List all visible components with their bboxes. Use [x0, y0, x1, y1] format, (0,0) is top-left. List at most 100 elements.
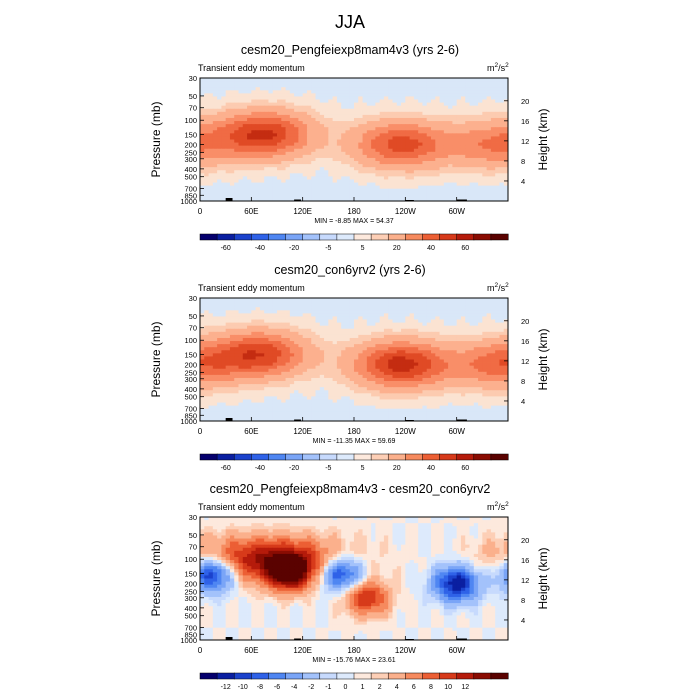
heatmap-cell [311, 191, 316, 196]
heatmap-cell [456, 117, 462, 122]
heatmap-cell [482, 124, 488, 128]
heatmap-cell [478, 93, 483, 97]
heatmap-cell [435, 130, 440, 134]
heatmap-cell [478, 381, 483, 385]
heatmap-cell [345, 301, 351, 305]
heatmap-cell [285, 194, 291, 199]
heatmap-cell [503, 161, 509, 165]
heatmap-cell [306, 350, 312, 354]
heatmap-cell [478, 87, 483, 91]
heatmap-cell [375, 325, 381, 330]
heatmap-cell [277, 176, 282, 180]
panel-1: cesm20_Pengfeiexp8mam4v3 (yrs 2-6)Transi… [149, 43, 550, 252]
heatmap-cell [328, 102, 334, 107]
heatmap-cell [251, 157, 257, 162]
heatmap-cell [229, 356, 235, 360]
heatmap-cell [354, 142, 359, 147]
heatmap-cell [302, 359, 308, 363]
heatmap-cell [328, 362, 334, 367]
heatmap-cell [435, 176, 440, 180]
heatmap-cell [315, 136, 321, 140]
heatmap-cell [478, 368, 483, 373]
heatmap-cell [448, 347, 453, 351]
heatmap-cell [324, 87, 329, 91]
heatmap-cell [285, 136, 291, 140]
heatmap-cell [418, 142, 423, 147]
heatmap-cell [311, 117, 316, 122]
heatmap-cell [405, 307, 411, 311]
heatmap-cell [486, 374, 492, 379]
heatmap-cell [371, 298, 376, 302]
heatmap-cell [221, 151, 227, 156]
heatmap-cell [238, 108, 244, 113]
heatmap-cell [204, 185, 209, 190]
heatmap-cell [473, 81, 479, 85]
heatmap-cell [366, 188, 372, 193]
heatmap-cell [452, 179, 458, 183]
heatmap-cell [443, 99, 449, 103]
heatmap-cell [401, 121, 406, 125]
heatmap-cell [435, 344, 440, 348]
heatmap-cell [242, 93, 248, 97]
heatmap-cell [259, 377, 265, 382]
heatmap-cell [465, 157, 470, 162]
heatmap-cell [294, 322, 299, 327]
heatmap-cell [362, 87, 368, 91]
heatmap-cell [354, 301, 359, 305]
heatmap-cell [401, 362, 406, 367]
heatmap-cell [388, 124, 393, 128]
heatmap-cell [332, 365, 338, 370]
heatmap-cell [469, 136, 475, 140]
heatmap-cell [294, 157, 299, 162]
heatmap-cell [405, 173, 411, 177]
heatmap-cell [212, 139, 218, 143]
heatmap-cell [418, 96, 423, 100]
heatmap-cell [319, 111, 325, 116]
heatmap-cell [234, 151, 239, 156]
heatmap-cell [456, 84, 462, 88]
heatmap-cell [439, 319, 445, 323]
heatmap-cell [456, 301, 462, 305]
heatmap-cell [379, 127, 385, 131]
heatmap-cell [319, 78, 325, 82]
heatmap-cell [383, 173, 389, 177]
heatmap-cell [478, 102, 483, 107]
heatmap-cell [208, 111, 214, 116]
heatmap-cell [396, 111, 402, 116]
heatmap-cell [281, 337, 286, 342]
heatmap-cell [306, 121, 312, 125]
heatmap-cell [379, 99, 385, 103]
heatmap-cell [469, 179, 475, 183]
heatmap-cell [298, 381, 304, 385]
heatmap-cell [238, 124, 244, 128]
heatmap-cell [409, 78, 415, 82]
heatmap-cell [443, 377, 449, 382]
heatmap-cell [212, 307, 218, 311]
heatmap-cell [200, 78, 205, 82]
heatmap-cell [366, 164, 372, 168]
heatmap-cell [341, 331, 346, 336]
heatmap-cell [221, 334, 227, 339]
heatmap-cell [473, 356, 479, 360]
heatmap-cell [392, 353, 398, 357]
heatmap-cell [302, 301, 308, 305]
heatmap-cell [208, 319, 214, 323]
heatmap-cell [495, 136, 500, 140]
heatmap-cell [341, 368, 346, 373]
heatmap-cell [362, 164, 368, 168]
heatmap-cell [332, 341, 338, 345]
heatmap-cell [405, 87, 411, 91]
heatmap-cell [277, 161, 282, 165]
heatmap-cell [204, 310, 209, 314]
heatmap-cell [328, 191, 334, 196]
heatmap-cell [319, 121, 325, 125]
heatmap-cell [456, 353, 462, 357]
heatmap-cell [319, 188, 325, 193]
heatmap-cell [460, 182, 466, 187]
heatmap-cell [264, 139, 269, 143]
heatmap-cell [452, 307, 458, 311]
heatmap-cell [328, 167, 334, 171]
heatmap-cell [221, 322, 227, 327]
heatmap-cell [431, 313, 436, 317]
heatmap-cell [272, 356, 278, 360]
